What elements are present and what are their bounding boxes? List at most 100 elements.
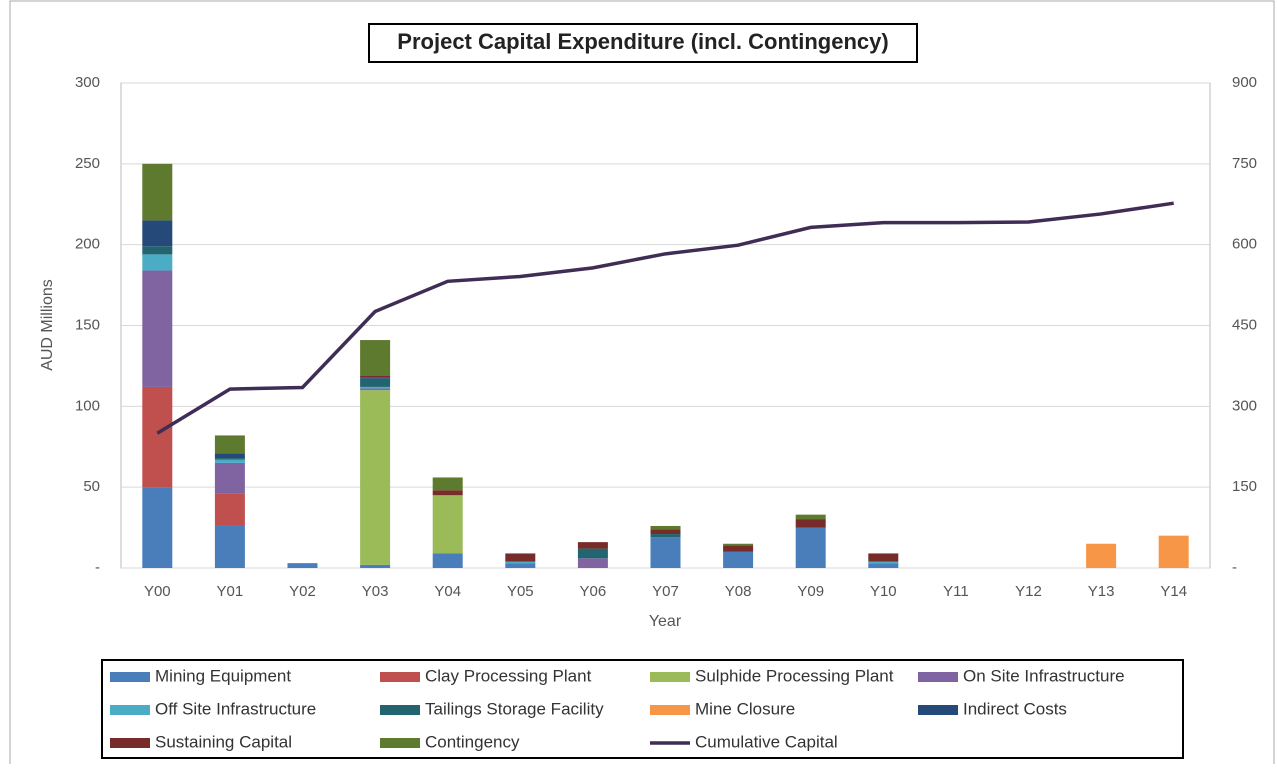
bar-segment	[142, 386, 173, 488]
bar-segment	[142, 220, 173, 247]
legend-label: Tailings Storage Facility	[425, 699, 604, 718]
x-axis-label: Year	[649, 613, 682, 630]
bar-segment	[505, 563, 536, 568]
bar-segment	[795, 519, 826, 528]
bar-segment	[214, 462, 245, 494]
bar-segment	[360, 388, 391, 391]
x-tick-label: Y11	[943, 583, 969, 600]
legend-label: Cumulative Capital	[695, 732, 838, 751]
bar-segment	[432, 553, 463, 568]
x-tick-label: Y06	[580, 583, 607, 600]
bar-segment	[650, 525, 681, 530]
x-tick-label: Y00	[144, 583, 171, 600]
legend-label: On Site Infrastructure	[963, 666, 1125, 685]
bar-segment	[432, 490, 463, 496]
legend-swatch	[110, 672, 150, 682]
y2-tick-label: 750	[1232, 155, 1257, 172]
legend-label: Indirect Costs	[963, 699, 1067, 718]
legend-swatch	[380, 705, 420, 715]
y2-tick-label: 900	[1232, 74, 1257, 91]
bar-segment	[1158, 535, 1189, 568]
y-tick-label: 250	[75, 155, 100, 172]
legend-label: Contingency	[425, 732, 520, 751]
x-tick-label: Y07	[652, 583, 679, 600]
bar-segment	[432, 477, 463, 491]
x-tick-label: Y04	[434, 583, 461, 600]
legend-swatch	[110, 738, 150, 748]
bar-segment	[795, 527, 826, 568]
bar-segment	[432, 495, 463, 554]
bar-segment	[214, 525, 245, 568]
bar-segment	[868, 563, 899, 568]
bar-segment	[360, 377, 391, 379]
x-tick-label: Y02	[289, 583, 316, 600]
y-tick-label: 300	[75, 74, 100, 91]
legend-swatch	[110, 705, 150, 715]
legend-swatch	[380, 738, 420, 748]
legend-swatch	[650, 705, 690, 715]
legend-label: Mine Closure	[695, 699, 795, 718]
bar-segment	[360, 390, 391, 565]
y2-tick-label: 450	[1232, 316, 1257, 333]
bar-segment	[650, 537, 681, 568]
legend-label: Off Site Infrastructure	[155, 699, 316, 718]
legend-swatch	[650, 672, 690, 682]
bar-segment	[868, 561, 899, 564]
bar-segment	[214, 453, 245, 459]
bar-segment	[505, 553, 536, 562]
bar-segment	[360, 386, 391, 389]
x-tick-label: Y03	[362, 583, 389, 600]
bar-segment	[360, 375, 391, 378]
x-tick-label: Y09	[797, 583, 824, 600]
bar-segment	[142, 246, 173, 255]
legend-swatch	[380, 672, 420, 682]
bar-segment	[142, 254, 173, 271]
y-tick-label: 200	[75, 236, 100, 253]
bar-segment	[577, 558, 608, 568]
x-tick-label: Y12	[1015, 583, 1042, 600]
legend-label: Sustaining Capital	[155, 732, 292, 751]
legend-box	[101, 659, 1184, 759]
bar-segment	[360, 340, 391, 376]
legend-label: Sulphide Processing Plant	[695, 666, 894, 685]
bar-segment	[868, 553, 899, 562]
y-tick-label: 150	[75, 316, 100, 333]
title-box	[368, 23, 918, 63]
y2-tick-label: 300	[1232, 397, 1257, 414]
y-tick-label: 100	[75, 397, 100, 414]
y2-tick-label: 150	[1232, 478, 1257, 495]
x-tick-label: Y05	[507, 583, 534, 600]
bar-segment	[142, 487, 173, 568]
y-tick-label: -	[95, 559, 100, 576]
x-tick-label: Y10	[870, 583, 897, 600]
bar-segment	[505, 561, 536, 564]
bar-segment	[577, 542, 608, 549]
bar-segment	[214, 435, 245, 454]
legend-swatch	[918, 705, 958, 715]
x-tick-label: Y14	[1160, 583, 1187, 600]
bar-segment	[214, 458, 245, 460]
bar-segment	[360, 378, 391, 387]
bar-segment	[795, 514, 826, 520]
y2-tick-label: -	[1232, 559, 1237, 576]
bar-segment	[360, 564, 391, 568]
bar-segment	[723, 545, 754, 552]
bar-segment	[1086, 543, 1117, 568]
x-tick-label: Y01	[217, 583, 244, 600]
bar-segment	[214, 459, 245, 463]
y-tick-label: 50	[83, 478, 100, 495]
bar-segment	[577, 548, 608, 559]
bar-segment	[287, 563, 318, 568]
legend-swatch	[918, 672, 958, 682]
y2-tick-label: 600	[1232, 236, 1257, 253]
x-tick-label: Y13	[1088, 583, 1115, 600]
bar-segment	[723, 543, 754, 546]
chart-title: Project Capital Expenditure (incl. Conti…	[397, 29, 888, 54]
bar-segment	[142, 270, 173, 387]
bar-segment	[723, 551, 754, 568]
line-series	[156, 201, 1174, 435]
bar-segment	[650, 534, 681, 538]
bar-segment	[214, 493, 245, 526]
bar-segment	[142, 163, 173, 221]
